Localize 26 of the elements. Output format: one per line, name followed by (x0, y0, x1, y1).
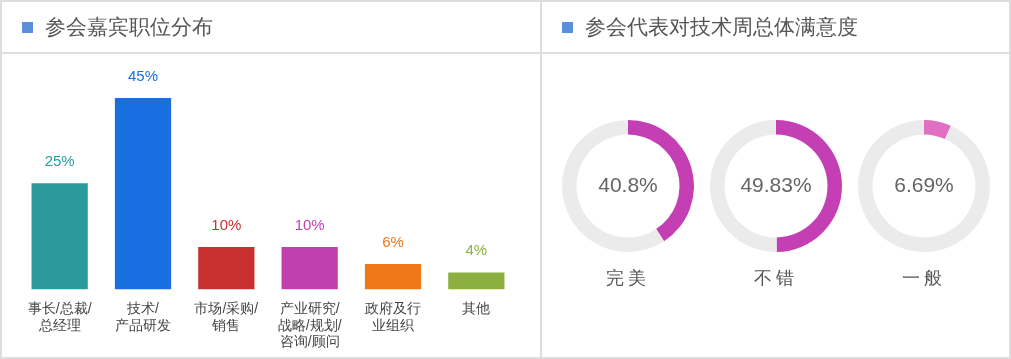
x-tick-label: 事长/总裁/总经理 (27, 299, 92, 333)
data-label: 25% (44, 151, 75, 169)
chart-title: 参会嘉宾职位分布 (45, 14, 213, 40)
x-tick-label: 产业研究/战略/规划/咨询/顾问 (277, 299, 342, 350)
chart-title: 参会代表对技术周总体满意度 (585, 14, 858, 40)
data-label: 40.8% (597, 172, 658, 196)
x-tick-label: 技术/产品研发 (115, 299, 171, 333)
data-label: 4% (465, 241, 488, 259)
data-label: 10% (294, 215, 325, 233)
data-label: 10% (211, 215, 242, 233)
x-tick-label: 政府及行业组织 (365, 299, 421, 333)
text: 一般 (900, 267, 947, 290)
data-label: 49.83% (739, 172, 812, 196)
data-label: 45% (127, 66, 159, 84)
bar (364, 264, 422, 290)
text: 不错 (752, 267, 799, 290)
text: 完美 (604, 267, 651, 290)
x-tick-label: 市场/采购/销售 (194, 299, 259, 333)
x-tick-label: 其他 (462, 299, 491, 316)
bar (448, 272, 505, 290)
bar (114, 98, 172, 290)
bar (281, 247, 338, 290)
bar (198, 247, 255, 290)
bar (31, 183, 88, 290)
data-label: 6% (382, 232, 404, 250)
data-label: 6.69% (893, 172, 954, 196)
